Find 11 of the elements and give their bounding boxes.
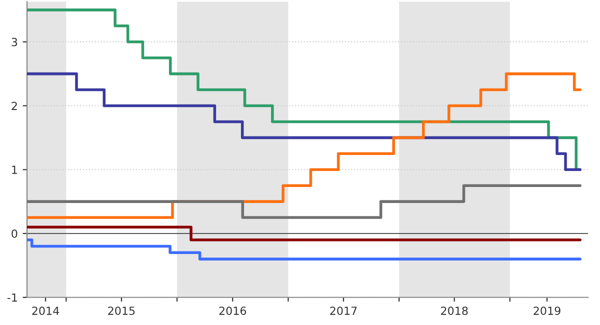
- x-tick-label: 2015: [108, 306, 135, 316]
- y-tick-label: 3: [12, 38, 18, 46]
- x-tick-label: 2016: [219, 306, 246, 316]
- x-tick-label: 2014: [32, 306, 60, 316]
- y-tick-label: -1: [7, 293, 17, 302]
- x-tick-label: 2019: [534, 306, 560, 316]
- y-tick-label: 2: [12, 102, 17, 110]
- x-tick-label: 2018: [441, 306, 468, 316]
- y-tick-label: 0: [12, 229, 18, 238]
- x-tick-label: 2017: [330, 306, 357, 316]
- y-tick-label: 1: [12, 166, 17, 174]
